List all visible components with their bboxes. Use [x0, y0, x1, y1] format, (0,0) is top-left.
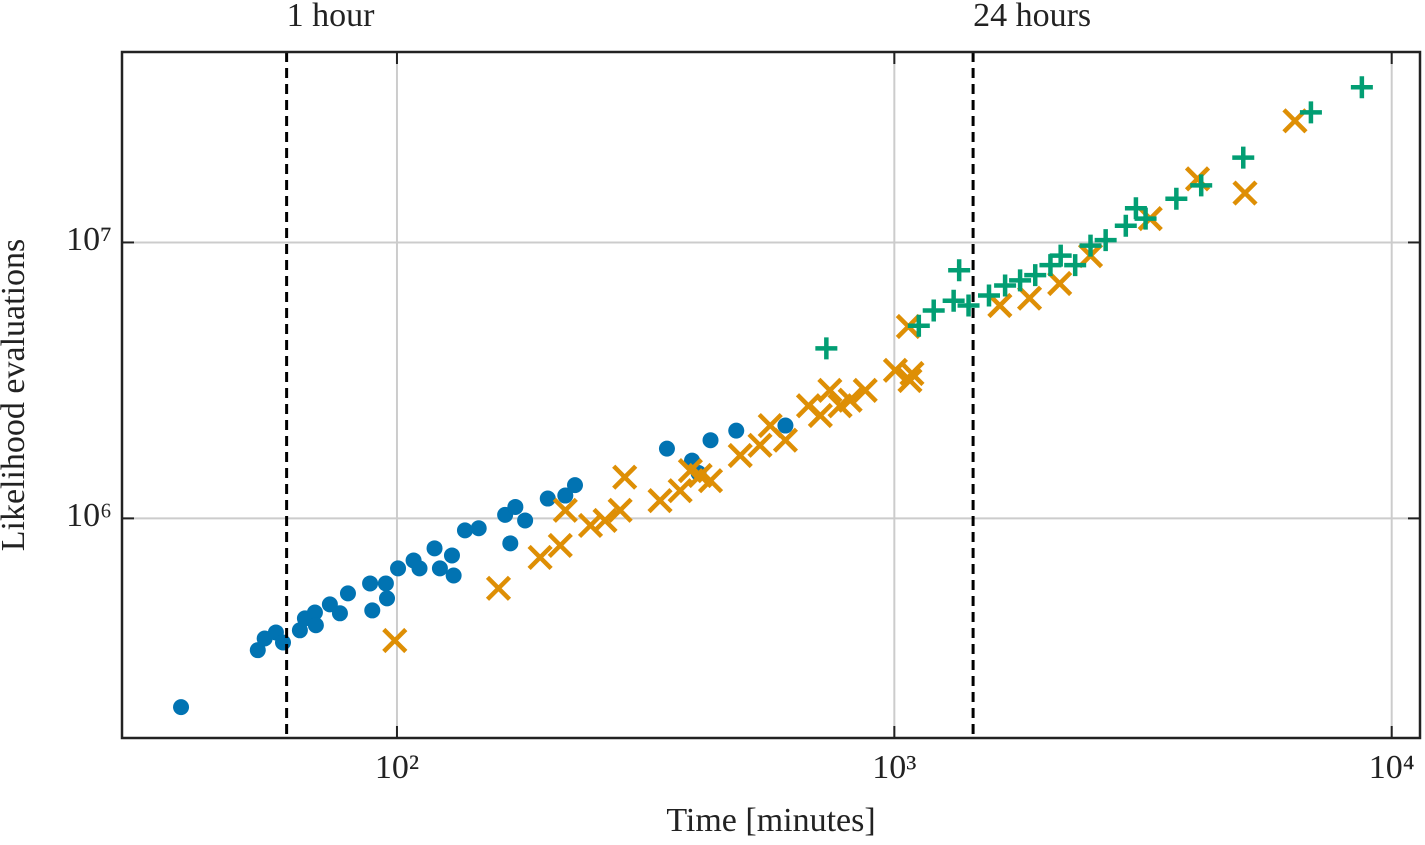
point: [948, 259, 971, 282]
plot-frame: [120, 50, 1422, 740]
point: [364, 602, 381, 619]
point: [426, 540, 443, 557]
point: [274, 634, 291, 651]
x-tick-label: 10⁴: [1369, 749, 1415, 786]
point: [362, 575, 379, 592]
point: [517, 512, 534, 529]
point: [907, 314, 930, 337]
point: [1190, 174, 1213, 197]
point: [307, 617, 324, 634]
point: [1232, 146, 1255, 169]
point: [697, 468, 724, 494]
point: [1064, 254, 1087, 277]
point: [994, 274, 1017, 297]
point: [817, 377, 843, 403]
point: [592, 507, 618, 534]
annotation: 24 hours: [973, 0, 1091, 34]
point: [777, 417, 794, 434]
point: [667, 478, 693, 504]
point: [431, 560, 448, 577]
point: [612, 464, 638, 490]
point: [456, 522, 473, 539]
point: [539, 490, 556, 507]
point: [507, 498, 524, 515]
point: [1049, 244, 1072, 267]
point: [647, 488, 673, 514]
point: [727, 442, 753, 469]
point: [922, 299, 945, 322]
point: [702, 432, 719, 449]
x-axis-label: Time [minutes]: [666, 802, 875, 839]
point: [566, 477, 583, 494]
point: [1124, 197, 1147, 220]
point: [607, 497, 633, 523]
point: [485, 575, 512, 601]
point: [728, 422, 745, 439]
point: [807, 402, 833, 429]
point: [577, 512, 604, 539]
point: [747, 432, 773, 458]
x-tick-label: 10²: [375, 749, 419, 786]
point: [390, 560, 407, 577]
y-axis-label: Likelihood evaluations: [0, 239, 32, 552]
point: [306, 604, 323, 621]
point: [470, 520, 487, 537]
point: [339, 585, 356, 602]
y-tick-label: 10⁶: [66, 497, 112, 534]
point: [1079, 234, 1102, 257]
point: [377, 575, 394, 592]
point: [1114, 214, 1137, 237]
point: [852, 377, 878, 403]
point: [557, 487, 574, 504]
point: [411, 560, 428, 577]
point: [987, 292, 1013, 319]
point: [502, 535, 519, 552]
point: [1024, 264, 1047, 287]
point: [1047, 270, 1073, 297]
point: [899, 360, 925, 387]
point: [957, 294, 980, 317]
point: [1232, 180, 1258, 206]
point: [379, 590, 396, 607]
point: [837, 387, 863, 413]
point: [1009, 269, 1032, 292]
point: [658, 440, 675, 457]
point: [173, 699, 190, 716]
point: [527, 544, 553, 571]
point: [1165, 187, 1188, 210]
point: [1299, 101, 1322, 124]
point: [547, 532, 573, 559]
point: [1134, 207, 1157, 230]
point: [942, 289, 965, 312]
annotation: 1 hour: [287, 0, 376, 34]
x-tick-label: 10³: [872, 749, 916, 786]
point: [977, 284, 1000, 307]
point: [815, 337, 838, 360]
point: [897, 367, 923, 394]
point: [443, 547, 460, 564]
point: [331, 605, 348, 622]
point: [772, 427, 799, 453]
y-tick-label: 10⁷: [66, 221, 112, 258]
point: [1350, 76, 1373, 99]
point: [1094, 229, 1117, 252]
point: [249, 642, 266, 659]
point: [382, 627, 408, 654]
point: [552, 497, 578, 523]
point: [445, 567, 462, 584]
